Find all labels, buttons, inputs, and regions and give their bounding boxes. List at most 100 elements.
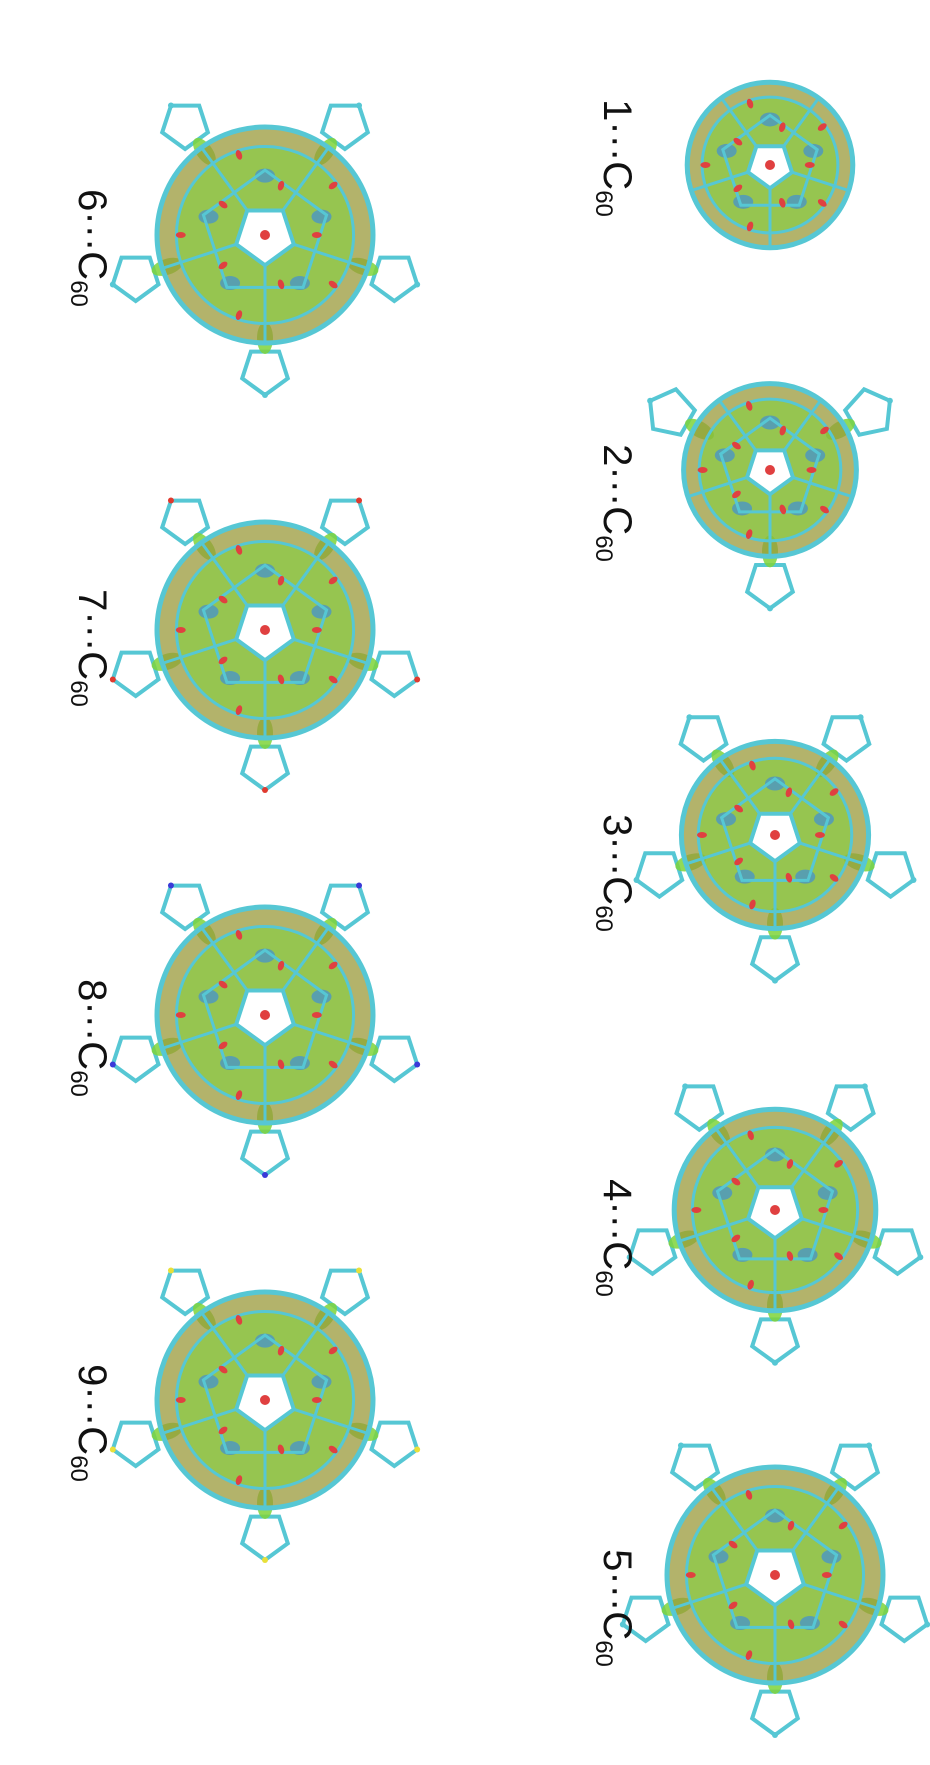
surface-patch — [817, 1185, 838, 1200]
critical-point — [218, 595, 228, 604]
heteroatom — [356, 102, 363, 109]
substituent-ring — [239, 349, 291, 398]
critical-point — [745, 1490, 753, 1500]
critical-point — [770, 1205, 780, 1215]
critical-point — [277, 674, 285, 685]
cage-bond — [801, 1217, 872, 1243]
cage-bond — [782, 97, 820, 148]
substituent-ring — [744, 563, 796, 611]
cage-bond — [718, 399, 757, 452]
substituent-ring — [369, 255, 420, 304]
heteroatom — [772, 977, 778, 984]
surface-patch — [765, 776, 785, 791]
substituent-ring — [749, 1689, 801, 1738]
panel-3-label: 3···C60 — [589, 814, 639, 932]
heteroatom — [167, 102, 174, 109]
substituent-ring — [239, 1514, 291, 1563]
critical-point — [218, 656, 228, 665]
substituent-ring — [369, 650, 420, 699]
surface-patch — [760, 415, 780, 430]
cage-bond — [281, 146, 330, 212]
critical-point — [745, 401, 753, 411]
critical-point — [328, 675, 338, 684]
cage-bond — [161, 1022, 237, 1050]
heteroatom — [414, 281, 421, 288]
critical-point — [235, 1090, 243, 1100]
heteroatom — [619, 1621, 626, 1628]
cage-bond — [200, 926, 249, 992]
cage-bond — [161, 637, 237, 665]
surface-patch — [786, 194, 807, 209]
panel-1-label: 1···C60 — [589, 99, 639, 217]
heteroatom — [109, 1446, 116, 1453]
cage-bond — [718, 758, 761, 815]
critical-point — [731, 1177, 741, 1186]
critical-point — [175, 1012, 186, 1018]
critical-point — [728, 1540, 738, 1549]
critical-point — [804, 162, 815, 168]
critical-point — [328, 576, 338, 585]
critical-point — [218, 1041, 228, 1050]
substituent-ring — [110, 1035, 161, 1084]
critical-point — [235, 150, 243, 160]
substituent-ring — [879, 1595, 930, 1644]
panel-6-label: 6···C60 — [64, 189, 114, 307]
critical-point — [260, 625, 270, 635]
surface-patch — [813, 812, 834, 827]
critical-point — [747, 1130, 754, 1141]
critical-point — [732, 441, 741, 450]
substituent-ring — [110, 650, 161, 699]
cage-bond — [200, 1311, 249, 1377]
cage-bond — [293, 1022, 369, 1050]
critical-point — [821, 1572, 832, 1578]
substituent-ring — [369, 1420, 420, 1469]
critical-point — [175, 1397, 186, 1403]
critical-point — [749, 760, 756, 771]
surface-patch — [805, 448, 826, 463]
heteroatom — [356, 882, 363, 889]
heteroatom — [647, 397, 654, 404]
heteroatom — [167, 1267, 174, 1274]
cage-bond — [720, 97, 758, 148]
cage-bond — [671, 1582, 747, 1610]
heteroatom — [262, 787, 268, 793]
critical-point — [814, 832, 825, 838]
critical-point — [785, 787, 793, 798]
critical-point — [277, 1444, 285, 1455]
critical-point — [235, 705, 243, 715]
heteroatom — [633, 876, 640, 883]
critical-point — [175, 232, 186, 238]
critical-point — [235, 930, 243, 940]
cage-bond — [791, 170, 850, 193]
critical-point — [235, 310, 243, 320]
critical-point — [787, 1520, 795, 1531]
heteroatom — [262, 392, 268, 398]
critical-point — [277, 1345, 285, 1356]
cage-bond — [792, 476, 853, 499]
surface-patch — [716, 143, 737, 158]
molecule-6-c60-image — [109, 102, 421, 398]
critical-point — [733, 137, 743, 146]
cage-bond — [293, 637, 369, 665]
critical-point — [218, 200, 228, 209]
cage-bond — [803, 1582, 879, 1610]
critical-point — [734, 804, 744, 813]
molecule-5-c60-image — [619, 1442, 930, 1738]
heteroatom — [682, 1083, 689, 1090]
surface-patch — [712, 1185, 733, 1200]
critical-point — [734, 857, 744, 866]
cage-bond — [714, 1127, 760, 1189]
critical-point — [829, 874, 839, 882]
critical-point — [838, 1620, 848, 1629]
cage-bond — [690, 170, 749, 193]
critical-point — [311, 1397, 322, 1403]
heteroatom — [677, 1442, 684, 1449]
cage-bond — [293, 1407, 369, 1435]
critical-point — [277, 1059, 285, 1070]
critical-point — [728, 1601, 738, 1610]
substituent-ring — [369, 1035, 420, 1084]
critical-point — [218, 1426, 228, 1435]
critical-point — [779, 122, 786, 133]
molecule-2-c60-image — [647, 381, 893, 612]
critical-point — [785, 872, 793, 883]
